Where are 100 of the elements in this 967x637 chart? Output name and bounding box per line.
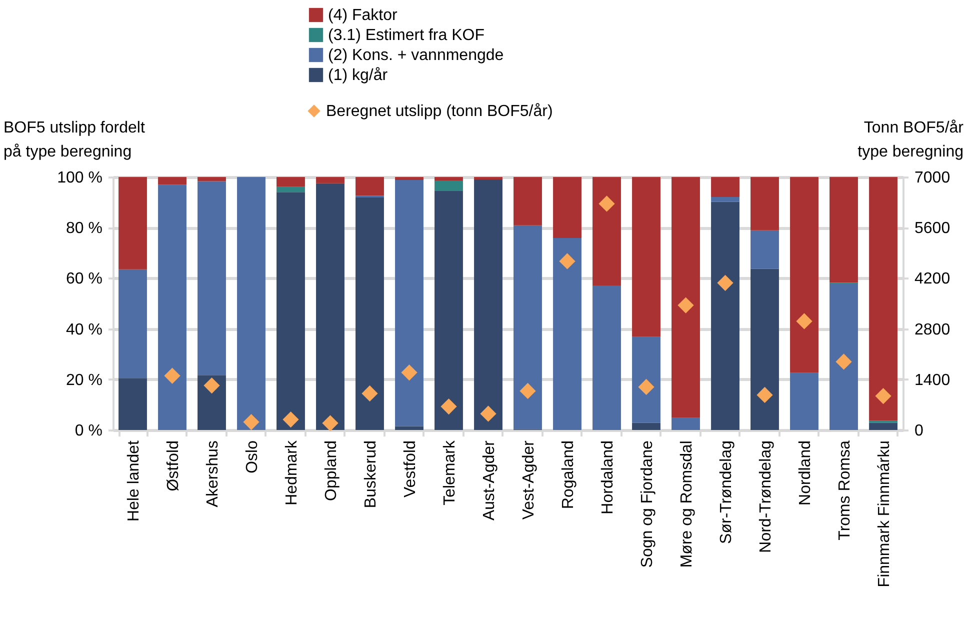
y-axis-title: BOF5 utslipp fordelt på type beregning [4, 120, 146, 160]
point [204, 377, 220, 394]
point [559, 253, 576, 270]
bar [514, 177, 542, 226]
bar [316, 177, 344, 184]
x-tick-label: Vest-Agder [520, 440, 538, 520]
bar [474, 180, 502, 430]
x-tick-label: Sogn og Fjordane [638, 440, 656, 568]
x-tick-label: Akershus [204, 440, 222, 508]
y-tick-label: 20 % [66, 372, 102, 389]
bar [830, 284, 858, 430]
y-tick-label: 0 % [74, 422, 102, 440]
bar [118, 378, 147, 430]
bar [711, 202, 740, 430]
point [836, 354, 852, 370]
bar [395, 177, 424, 180]
bar [356, 177, 384, 196]
bar [158, 184, 186, 430]
y2-tick-label: 7000 [914, 170, 950, 186]
x-tick-label: Telemark [441, 440, 458, 506]
bar [316, 183, 344, 430]
bar [434, 190, 463, 430]
point [638, 378, 654, 396]
x-tick-label: Troms Romsa [836, 440, 854, 540]
legend-label: Beregnet utslipp (tonn BOF5/år) [326, 103, 553, 120]
x-tick-label: Østfold [164, 440, 182, 492]
bar [276, 186, 305, 192]
bar [198, 375, 226, 430]
bar [711, 177, 740, 197]
point [756, 386, 773, 404]
bar [474, 177, 502, 180]
bar [711, 196, 740, 202]
x-tick-label: Finnmark Finnmárku [876, 440, 893, 588]
point [401, 364, 418, 381]
point [440, 398, 457, 415]
bar [790, 372, 818, 430]
bar [632, 177, 660, 337]
x-tick-label: Hordaland [599, 440, 616, 514]
y2-tick-label: 4200 [914, 270, 950, 288]
point [322, 415, 338, 432]
bar [118, 269, 147, 378]
bar [592, 177, 621, 286]
x-tick-label: Hedmark [283, 440, 300, 506]
legend-label: (3.1) Estimert fra KOF [328, 27, 485, 44]
bar [553, 177, 582, 238]
point [520, 382, 536, 400]
bar [198, 181, 226, 376]
bar [672, 177, 700, 418]
y2-tick-label: 2800 [914, 321, 950, 338]
y2-tick-label: 1400 [914, 372, 950, 389]
bar [632, 422, 660, 430]
point [480, 406, 496, 422]
point [598, 196, 615, 212]
bar [395, 180, 424, 426]
x-tick-label: Oppland [322, 440, 340, 501]
bar [632, 336, 660, 423]
x-tick-label: Vestfold [402, 440, 419, 498]
x-tick-label: Nordland [796, 440, 814, 506]
bar [434, 177, 463, 181]
bar [672, 418, 700, 430]
x-tick-label: Rogaland [560, 440, 577, 509]
point [875, 388, 892, 404]
point [717, 274, 734, 291]
bar [395, 426, 424, 430]
bar [158, 177, 186, 185]
y2-tick-label: 0 [914, 422, 924, 440]
bar [118, 177, 147, 270]
point [362, 385, 378, 402]
bar [869, 177, 898, 421]
bar [869, 422, 898, 430]
legend-label: (2) Kons. + vannmengde [328, 47, 504, 64]
bar [276, 177, 305, 187]
bar [790, 177, 818, 373]
point [164, 368, 180, 384]
legend-label: (1) kg/år [328, 67, 388, 84]
point [282, 411, 299, 428]
bar [514, 225, 542, 430]
point [678, 297, 694, 314]
bar [750, 177, 779, 230]
point [796, 313, 812, 330]
x-tick-label: Nord-Trøndelag [757, 440, 774, 553]
x-tick-label: Hele landet [125, 440, 142, 522]
legend-label: (4) Faktor [328, 7, 398, 24]
bar [750, 230, 779, 269]
bar [237, 177, 266, 430]
bar [356, 197, 384, 430]
bar [830, 177, 858, 283]
y-tick-label: 100 % [57, 170, 102, 186]
bar [553, 238, 582, 430]
x-tick-label: Møre og Romsdal [678, 440, 696, 568]
bar [198, 177, 226, 182]
y-tick-label: 40 % [66, 321, 102, 338]
point [243, 414, 260, 430]
bar [592, 286, 621, 430]
y2-tick-label: 5600 [914, 220, 950, 238]
y-tick-label: 80 % [66, 220, 102, 238]
x-tick-label: Aust-Agder [480, 440, 498, 521]
x-tick-label: Sør-Trøndelag [718, 440, 735, 544]
y2-axis-title: Tonn BOF5/år type beregning [858, 120, 964, 160]
y-tick-label: 60 % [66, 270, 102, 288]
